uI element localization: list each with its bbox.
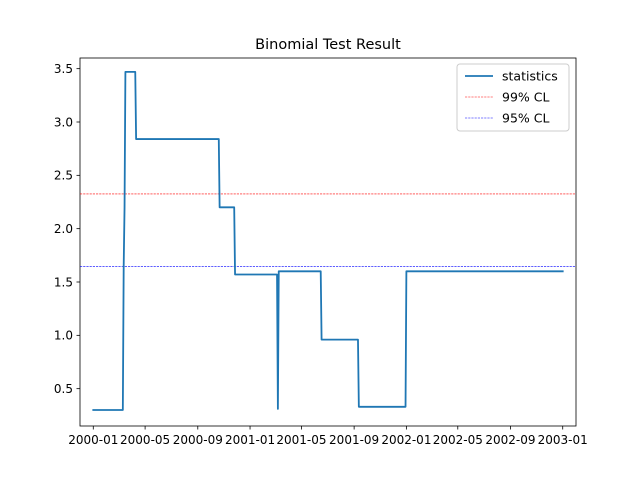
threshold-lines — [80, 193, 576, 267]
x-axis: 2000-01 2000-05 2000-09 2001-01 2001-05 2001-… — [68, 426, 588, 447]
plot-frame — [79, 57, 577, 427]
y-tick-label: 1.5 — [54, 275, 73, 289]
x-tick-label: 2001-09 — [329, 433, 379, 447]
x-tick-label: 2000-05 — [120, 433, 170, 447]
legend-label-statistics: statistics — [502, 69, 558, 84]
legend-label-99-cl: 99% CL — [502, 90, 549, 105]
x-tick-label: 2001-05 — [276, 433, 326, 447]
legend-label-95-cl: 95% CL — [502, 111, 549, 126]
x-tick-label: 2000-01 — [68, 433, 118, 447]
y-axis: 0.5 1.0 1.5 2.0 2.5 3.0 3.5 — [54, 62, 80, 396]
y-tick-label: 2.5 — [54, 169, 73, 183]
y-tick-label: 0.5 — [54, 382, 73, 396]
y-tick-label: 1.0 — [54, 329, 73, 343]
y-tick-label: 3.5 — [54, 62, 73, 76]
x-tick-label: 2003-01 — [538, 433, 588, 447]
y-tick-label: 2.0 — [54, 222, 73, 236]
legend-box — [456, 63, 570, 132]
x-tick-label: 2002-01 — [381, 433, 431, 447]
legend: statistics 99% CL 95% CL — [456, 63, 570, 132]
y-tick-label: 3.0 — [54, 115, 73, 129]
x-tick-label: 2002-05 — [433, 433, 483, 447]
series-line-statistics — [92, 70, 564, 411]
x-tick-label: 2000-09 — [173, 433, 223, 447]
plot-area: 2000-01 2000-05 2000-09 2001-01 2001-05 2001-… — [54, 57, 588, 447]
x-tick-label: 2002-09 — [485, 433, 535, 447]
x-tick-label: 2001-01 — [225, 433, 275, 447]
chart-title: Binomial Test Result — [255, 37, 401, 53]
series-lines — [92, 70, 564, 411]
